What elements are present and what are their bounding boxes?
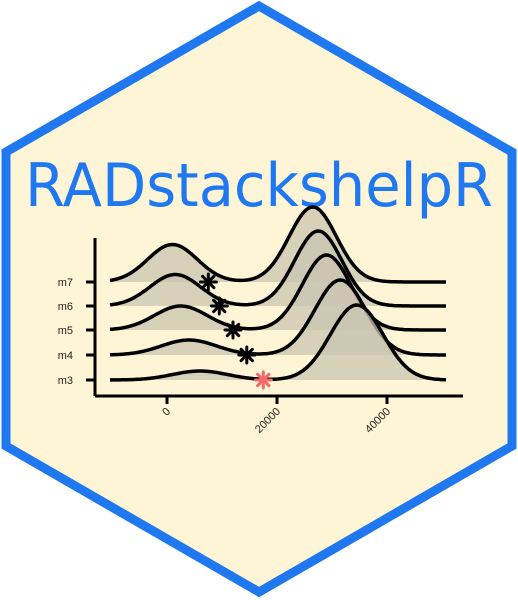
marker-m4 — [239, 347, 255, 363]
hexagon-background — [6, 6, 512, 592]
marker-m7 — [200, 274, 216, 290]
y-tick-label-m3: m3 — [58, 375, 73, 387]
y-tick-label-m4: m4 — [58, 350, 73, 362]
y-tick-label-m7: m7 — [58, 277, 73, 289]
marker-m6 — [211, 298, 227, 314]
marker-m3 — [255, 372, 271, 388]
package-title: RADstackshelpR — [25, 151, 493, 221]
y-tick-label-m5: m5 — [58, 325, 73, 337]
marker-m5 — [225, 322, 241, 338]
y-tick-label-m6: m6 — [58, 301, 73, 313]
